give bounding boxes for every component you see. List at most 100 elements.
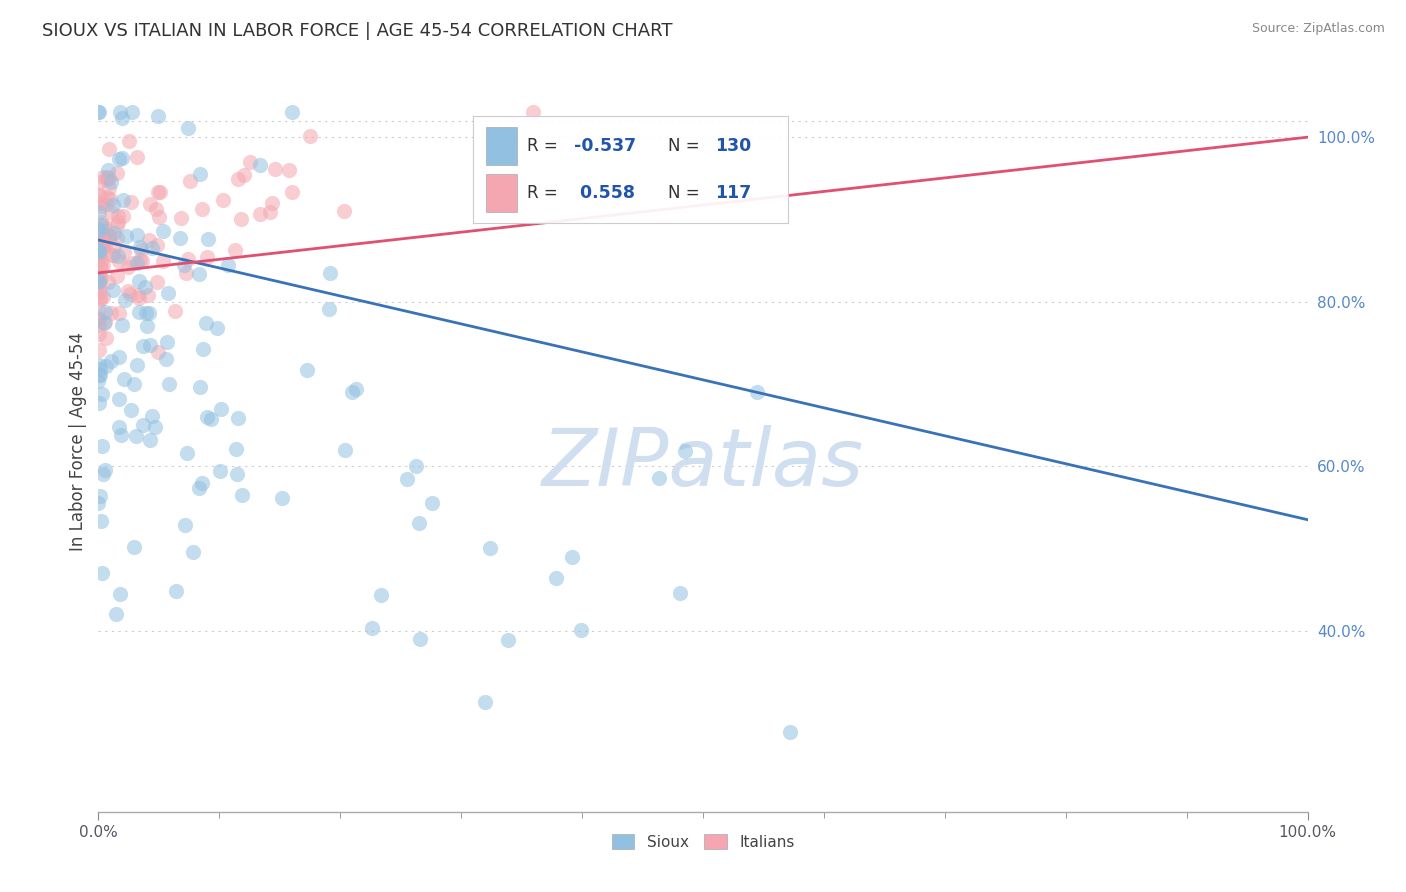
- Point: [91, 239, 114, 253]
- Point: [128, 291, 150, 305]
- Point: [87, 253, 110, 268]
- Point: [103, 226, 125, 240]
- Point: [90, 270, 112, 285]
- Point: [249, 158, 271, 172]
- Point: [226, 171, 249, 186]
- Point: [93, 316, 115, 330]
- Point: [91, 235, 114, 249]
- Point: [101, 198, 124, 212]
- Point: [129, 253, 152, 268]
- Point: [128, 288, 150, 302]
- Point: [190, 476, 212, 491]
- Point: [170, 211, 193, 226]
- Point: [108, 587, 131, 601]
- Point: [332, 204, 354, 219]
- Point: [94, 197, 117, 211]
- Point: [111, 111, 134, 125]
- Point: [97, 275, 120, 289]
- Point: [474, 695, 496, 709]
- Point: [111, 209, 134, 223]
- Point: [157, 285, 180, 300]
- Point: [114, 293, 136, 308]
- Point: [100, 204, 122, 219]
- Point: [195, 250, 218, 264]
- Point: [87, 276, 110, 290]
- Point: [87, 269, 110, 284]
- Point: [361, 621, 384, 635]
- Point: [87, 243, 110, 257]
- Point: [205, 321, 228, 335]
- Point: [89, 318, 111, 332]
- Point: [217, 258, 239, 272]
- Point: [174, 266, 197, 280]
- Point: [125, 228, 148, 243]
- Point: [93, 219, 115, 233]
- Point: [87, 358, 110, 372]
- Point: [263, 161, 285, 176]
- Point: [87, 250, 110, 264]
- Point: [139, 434, 162, 448]
- Point: [100, 353, 122, 368]
- Point: [125, 358, 148, 372]
- Point: [131, 254, 153, 268]
- Point: [91, 387, 114, 401]
- Point: [94, 305, 117, 319]
- Point: [107, 392, 129, 407]
- Point: [98, 142, 121, 156]
- Point: [108, 105, 131, 120]
- Point: [132, 339, 155, 353]
- Point: [148, 210, 170, 224]
- Point: [209, 402, 232, 417]
- Point: [395, 472, 418, 486]
- Point: [94, 222, 117, 236]
- Point: [298, 129, 321, 144]
- Point: [121, 105, 143, 120]
- Point: [146, 109, 169, 123]
- Point: [87, 187, 110, 202]
- Point: [200, 412, 222, 426]
- Point: [90, 260, 112, 274]
- Point: [145, 202, 167, 216]
- Point: [97, 163, 120, 178]
- Point: [409, 632, 432, 646]
- Point: [91, 467, 114, 482]
- Point: [87, 175, 110, 189]
- Point: [231, 488, 253, 502]
- Point: [120, 403, 142, 417]
- Point: [190, 202, 212, 216]
- Point: [91, 290, 114, 304]
- Point: [91, 566, 114, 581]
- Point: [155, 352, 177, 367]
- Point: [107, 420, 129, 434]
- Point: [87, 196, 110, 211]
- Point: [94, 331, 117, 345]
- Point: [105, 607, 128, 621]
- Point: [138, 306, 160, 320]
- Point: [259, 205, 281, 219]
- Point: [89, 222, 111, 236]
- Point: [127, 150, 149, 164]
- Point: [420, 496, 443, 510]
- Point: [128, 304, 150, 318]
- Point: [111, 151, 134, 165]
- Point: [118, 134, 141, 148]
- Point: [318, 302, 340, 317]
- Legend: Sioux, Italians: Sioux, Italians: [606, 828, 800, 856]
- Point: [89, 362, 111, 376]
- Point: [87, 285, 110, 300]
- Point: [90, 219, 112, 233]
- Point: [188, 380, 211, 394]
- Point: [370, 588, 392, 602]
- Point: [94, 238, 117, 252]
- Point: [108, 152, 131, 166]
- Point: [96, 190, 118, 204]
- Point: [89, 105, 111, 120]
- Point: [87, 496, 110, 510]
- Y-axis label: In Labor Force | Age 45-54: In Labor Force | Age 45-54: [69, 332, 87, 551]
- Point: [112, 245, 135, 260]
- Point: [87, 343, 110, 357]
- Point: [191, 342, 214, 356]
- Point: [177, 121, 200, 136]
- Point: [107, 268, 129, 283]
- Point: [405, 459, 427, 474]
